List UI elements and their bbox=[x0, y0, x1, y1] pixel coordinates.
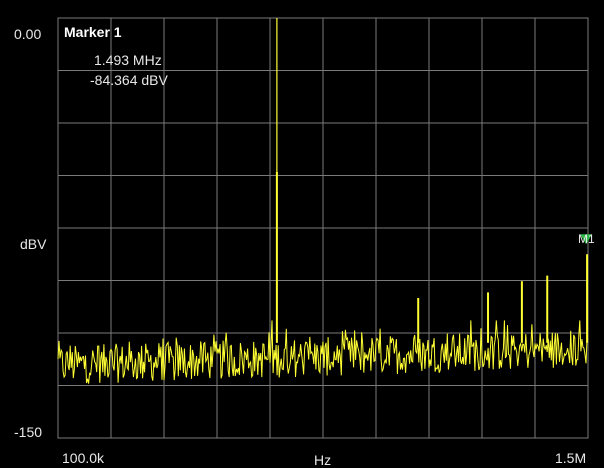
x-end-label: 1.5M bbox=[555, 450, 587, 466]
marker-level: -84.364 dBV bbox=[90, 72, 168, 88]
y-top-label: 0.00 bbox=[14, 26, 42, 42]
marker-title: Marker 1 bbox=[64, 24, 122, 40]
spectrum-spikes bbox=[275, 18, 589, 343]
x-start-label: 100.0k bbox=[62, 450, 105, 466]
noise-trace-line bbox=[57, 320, 589, 384]
y-unit-label: dBV bbox=[20, 236, 47, 252]
x-unit-label: Hz bbox=[314, 452, 332, 468]
y-bottom-label: -150 bbox=[14, 424, 43, 440]
marker-triangle-icon[interactable] bbox=[580, 234, 593, 245]
spectrum-trace bbox=[57, 320, 589, 384]
grid bbox=[58, 18, 588, 438]
marker-tag: M1 bbox=[578, 232, 595, 246]
marker-frequency: 1.493 MHz bbox=[94, 52, 162, 68]
